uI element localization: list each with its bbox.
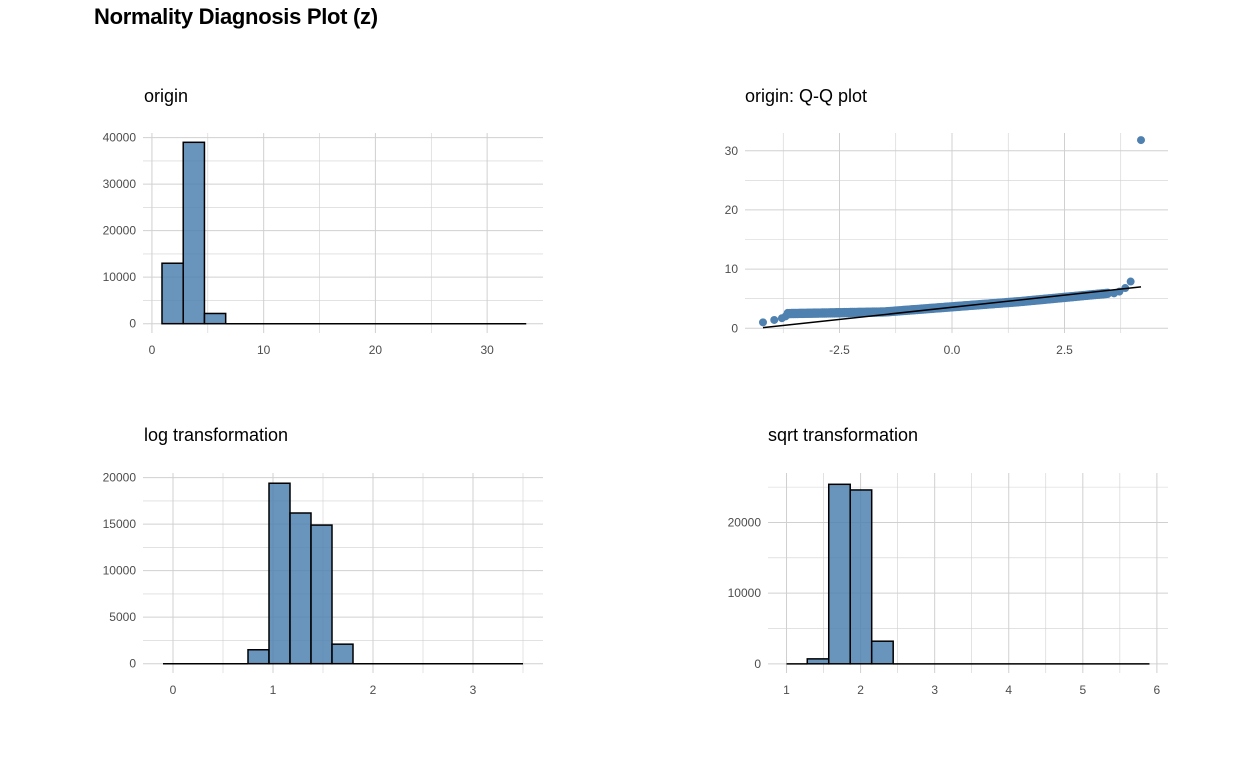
log-histogram-bar bbox=[268, 482, 291, 665]
log-histogram-bar bbox=[289, 512, 312, 665]
qq-sample-point bbox=[770, 315, 779, 324]
qq-sample-point bbox=[1126, 277, 1135, 286]
log-x-tick-label: 0 bbox=[170, 683, 177, 697]
sqrt-y-tick-label: 20000 bbox=[728, 515, 762, 529]
qq-reference-line bbox=[762, 286, 1142, 329]
sqrt-x-tick-label: 2 bbox=[857, 683, 864, 697]
qq-y-tick-label: 10 bbox=[725, 262, 739, 276]
origin-panel-title: origin bbox=[144, 86, 189, 106]
sqrt-histogram-bar bbox=[827, 483, 851, 665]
origin-y-tick-label: 40000 bbox=[103, 131, 137, 145]
log-y-tick-label: 15000 bbox=[103, 517, 137, 531]
sqrt-histogram-bar bbox=[849, 489, 873, 665]
origin-x-tick-label: 0 bbox=[149, 343, 156, 357]
origin-y-tick-label: 0 bbox=[129, 317, 136, 331]
page-title: Normality Diagnosis Plot (z) bbox=[94, 4, 378, 29]
sqrt-x-tick-label: 5 bbox=[1079, 683, 1086, 697]
qq-y-tick-label: 30 bbox=[725, 144, 739, 158]
sqrt-x-tick-label: 4 bbox=[1005, 683, 1012, 697]
origin-y-tick-label: 20000 bbox=[103, 224, 137, 238]
log-y-tick-label: 10000 bbox=[103, 564, 137, 578]
qq-y-tick-label: 20 bbox=[725, 203, 739, 217]
qq-x-tick-label: 2.5 bbox=[1056, 343, 1073, 357]
origin-x-tick-label: 30 bbox=[480, 343, 494, 357]
log-histogram-bar bbox=[331, 643, 354, 665]
log-histogram-bar bbox=[310, 524, 333, 665]
sqrt-y-tick-label: 0 bbox=[754, 657, 761, 671]
sqrt-x-tick-label: 1 bbox=[783, 683, 790, 697]
qq-panel-title: origin: Q-Q plot bbox=[745, 86, 868, 106]
log-y-tick-label: 0 bbox=[129, 657, 136, 671]
sqrt-x-tick-label: 6 bbox=[1154, 683, 1161, 697]
log-histogram-bar bbox=[247, 648, 270, 665]
sqrt-histogram-bar bbox=[806, 658, 830, 665]
qq-y-tick-label: 0 bbox=[731, 321, 738, 335]
origin-histogram-bar bbox=[161, 262, 184, 325]
origin-x-tick-label: 20 bbox=[369, 343, 383, 357]
log-y-tick-label: 5000 bbox=[109, 610, 136, 624]
qq-sample-point bbox=[1137, 136, 1145, 145]
log-panel-title: log transformation bbox=[144, 425, 289, 445]
qq-x-tick-label: -2.5 bbox=[829, 343, 850, 357]
log-y-tick-label: 20000 bbox=[103, 471, 137, 485]
origin-x-tick-label: 10 bbox=[257, 343, 271, 357]
log-x-tick-label: 2 bbox=[370, 683, 377, 697]
qq-sample-point bbox=[759, 318, 767, 327]
qq-x-tick-label: 0.0 bbox=[944, 343, 961, 357]
origin-y-tick-label: 30000 bbox=[103, 177, 137, 191]
log-x-tick-label: 3 bbox=[470, 683, 477, 697]
origin-y-tick-label: 10000 bbox=[103, 270, 137, 284]
sqrt-histogram-bar bbox=[870, 640, 894, 665]
sqrt-x-tick-label: 3 bbox=[931, 683, 938, 697]
origin-histogram-bar bbox=[182, 141, 206, 325]
origin-histogram-bar bbox=[203, 312, 227, 325]
sqrt-panel-title: sqrt transformation bbox=[768, 425, 919, 445]
log-x-tick-label: 1 bbox=[270, 683, 277, 697]
sqrt-y-tick-label: 10000 bbox=[728, 586, 762, 600]
